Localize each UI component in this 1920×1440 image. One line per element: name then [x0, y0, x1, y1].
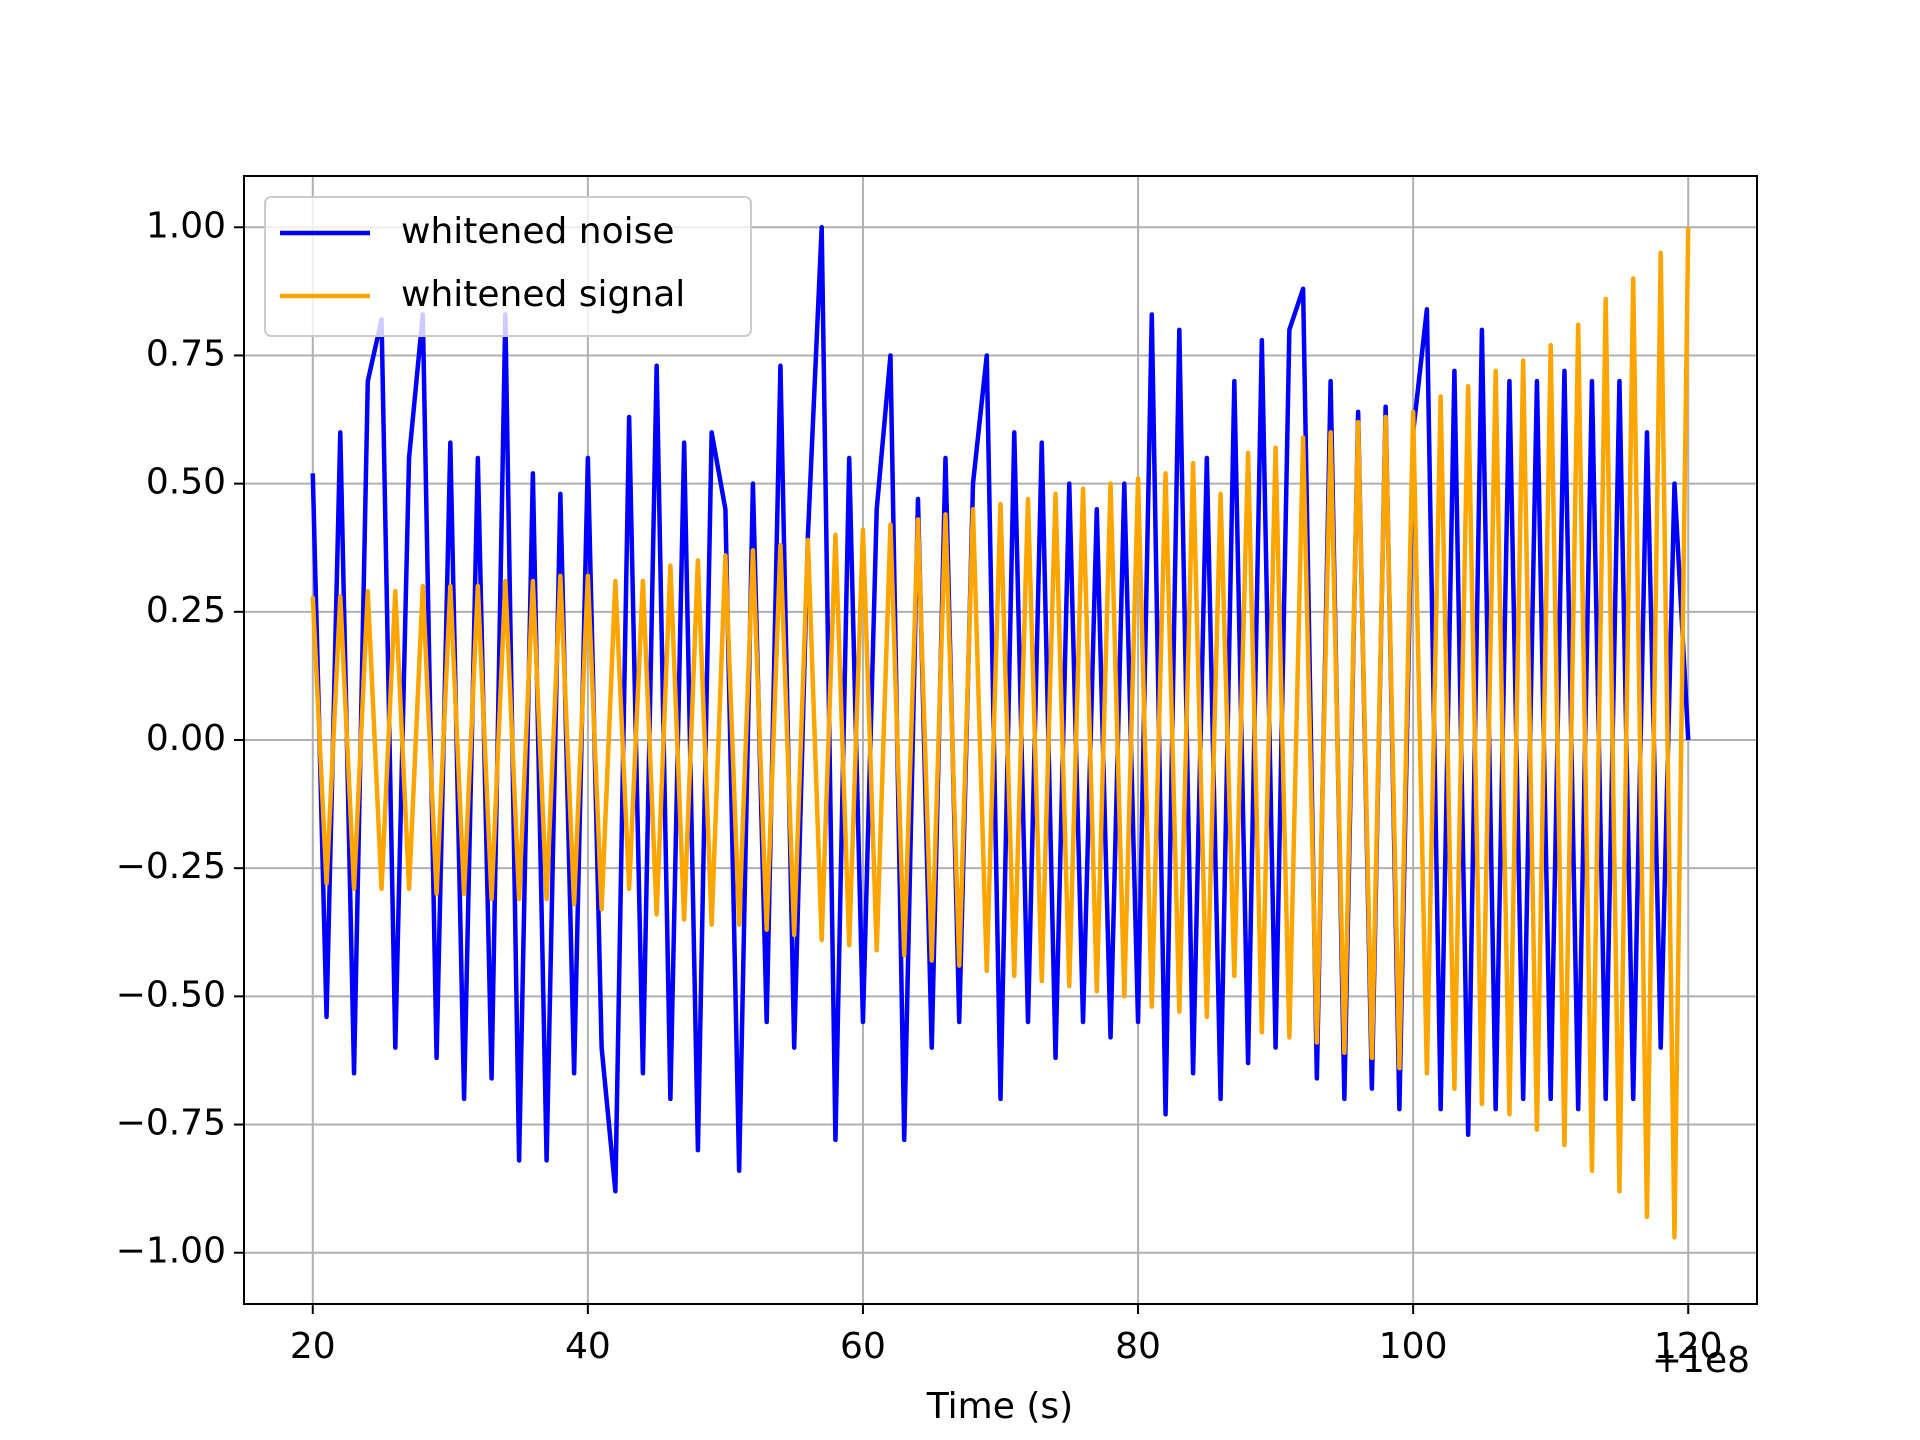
y-tick-label: 0.25 — [146, 590, 226, 631]
data-line — [310, 227, 1691, 1240]
legend-label: whitened noise — [401, 211, 675, 252]
plot-frame — [243, 175, 1758, 1305]
y-tick-label: 0.00 — [146, 718, 226, 759]
x-tick-label: 80 — [1115, 1326, 1161, 1367]
x-tick-label: 40 — [565, 1326, 611, 1367]
y-tick-label: −0.25 — [116, 846, 226, 887]
y-tick-label: −0.50 — [116, 974, 226, 1015]
x-tick-label: 100 — [1379, 1326, 1448, 1367]
data-line — [310, 225, 1691, 1194]
x-tick-label: 120 — [1654, 1326, 1723, 1367]
x-tick-label: 20 — [290, 1326, 336, 1367]
y-tick-label: 0.75 — [146, 333, 226, 374]
y-tick-label: −0.75 — [116, 1103, 226, 1144]
y-tick-label: −1.00 — [116, 1231, 226, 1272]
y-tick-label: 0.50 — [146, 462, 226, 503]
y-tick-label: 1.00 — [146, 205, 226, 246]
x-tick-label: 60 — [840, 1326, 886, 1367]
x-axis-label: Time (s) — [926, 1386, 1073, 1427]
x-offset-label: +1e8 — [1652, 1340, 1750, 1381]
legend-label: whitened signal — [401, 274, 685, 315]
legend-box — [264, 196, 752, 337]
